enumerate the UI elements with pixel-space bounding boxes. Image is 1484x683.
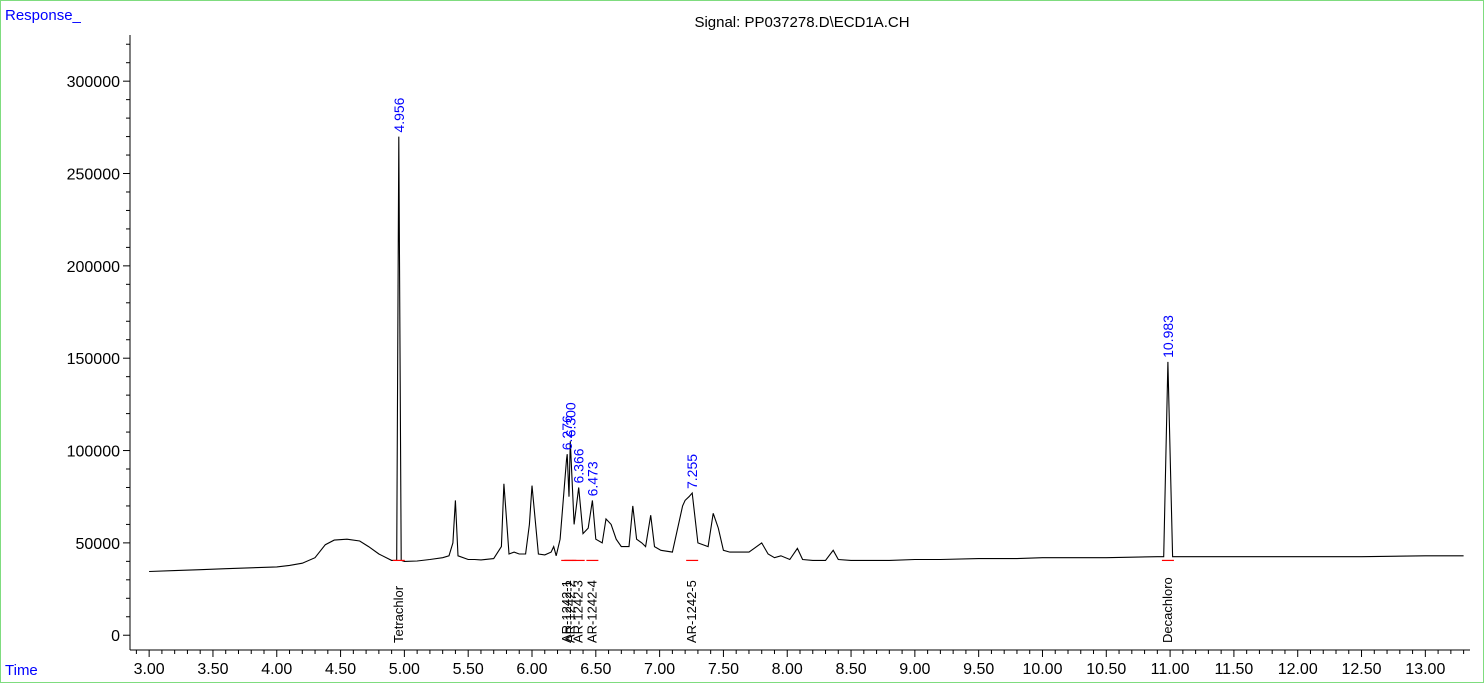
x-tick-label: 12.50 xyxy=(1342,661,1382,678)
x-axis-title: Time xyxy=(5,662,38,679)
compound-label: AR-1242-3 xyxy=(571,580,586,643)
chart-title: Signal: PP037278.D\ECD1A.CH xyxy=(694,14,909,31)
compound-label: Tetrachlor xyxy=(391,585,406,643)
trace xyxy=(149,136,1464,573)
x-tick-label: 5.00 xyxy=(389,661,420,678)
peak-retention-label: 6.300 xyxy=(562,402,578,437)
x-tick-label: 8.50 xyxy=(835,661,866,678)
peak-retention-label: 6.473 xyxy=(584,461,600,496)
x-tick-label: 10.50 xyxy=(1086,661,1126,678)
compound-label: AR-1242-4 xyxy=(584,580,599,643)
peak-retention-label: 7.255 xyxy=(684,454,700,489)
x-tick-label: 9.00 xyxy=(899,661,930,678)
peak-retention-label: 6.366 xyxy=(571,448,587,483)
x-tick-label: 3.50 xyxy=(197,661,228,678)
x-tick-label: 12.00 xyxy=(1278,661,1318,678)
y-tick-label: 50000 xyxy=(76,536,121,553)
y-tick-label: 200000 xyxy=(67,259,120,276)
x-tick-label: 4.00 xyxy=(261,661,292,678)
peak-retention-label: 6.276 xyxy=(559,415,575,450)
x-tick-label: 11.00 xyxy=(1151,661,1190,678)
y-tick-label: 250000 xyxy=(67,167,120,184)
x-tick-label: 3.00 xyxy=(134,661,165,678)
compound-labels: Tetrachlor AR-1242-1AR-1242-2AR-1242-3AR-… xyxy=(391,577,1175,643)
x-tick-label: 9.50 xyxy=(963,661,994,678)
axes xyxy=(129,35,1470,651)
y-tick-label: 0 xyxy=(111,628,120,645)
x-tick-label: 6.00 xyxy=(516,661,547,678)
ticks: 0 50000 100000 150000 200000 250000 300000 3.00… xyxy=(67,43,1465,678)
peak-retention-label: 10.983 xyxy=(1160,315,1176,358)
x-tick-label: 4.50 xyxy=(325,661,356,678)
x-tick-label: 5.50 xyxy=(453,661,484,678)
y-tick-label: 100000 xyxy=(67,444,120,461)
x-tick-label: 10.00 xyxy=(1022,661,1062,678)
signal-trace xyxy=(149,136,1464,573)
y-axis-title: Response_ xyxy=(5,7,82,24)
x-tick-label: 11.50 xyxy=(1214,661,1253,678)
y-tick-label: 300000 xyxy=(67,74,120,91)
compound-label: AR-1242-5 xyxy=(684,580,699,643)
compound-label: AR-1242-2 xyxy=(562,580,577,643)
compound-label: AR-1242-1 xyxy=(559,580,574,643)
x-tick-label: 13.00 xyxy=(1405,661,1445,678)
x-tick-label: 6.50 xyxy=(580,661,611,678)
peak-retention-label: 4.956 xyxy=(391,97,407,132)
compound-label: Decachloro xyxy=(1160,577,1175,643)
x-tick-label: 7.00 xyxy=(644,661,675,678)
x-tick-label: 7.50 xyxy=(708,661,739,678)
y-tick-label: 150000 xyxy=(67,351,120,368)
x-tick-label: 8.00 xyxy=(772,661,803,678)
